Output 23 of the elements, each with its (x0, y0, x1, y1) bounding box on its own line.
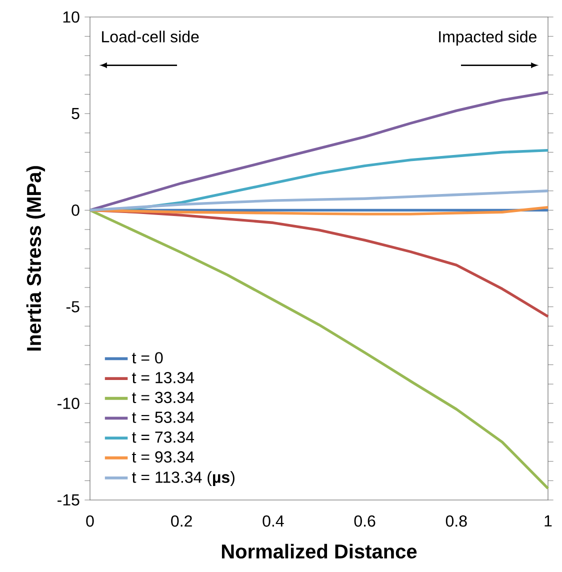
y-tick-label: 10 (63, 11, 80, 23)
legend-label: t = 113.34 (µs) (132, 471, 234, 486)
y-axis-title: Inertia Stress (MPa) (26, 166, 45, 351)
x-tick-label: 0.6 (354, 515, 376, 527)
y-tick-label: 0 (72, 204, 80, 216)
y-tick-label: -15 (58, 494, 80, 506)
x-tick-label: 0.4 (262, 515, 284, 527)
annotation: Load-cell side (102, 30, 199, 42)
annotation: Impacted side (439, 30, 536, 46)
x-tick-label: 0 (86, 515, 94, 527)
legend-label: t = 93.34 (132, 451, 194, 463)
legend-label: t = 53.34 (132, 412, 194, 423)
y-tick-label: -5 (66, 301, 80, 312)
x-axis-title: Normalized Distance (222, 544, 417, 559)
legend-label: t = 73.34 (132, 431, 194, 443)
legend-label: t = 0 (132, 352, 163, 364)
legend-label: t = 33.34 (132, 392, 194, 404)
legend-label: t = 13.34 (132, 372, 194, 384)
x-tick-label: 0.8 (446, 515, 467, 527)
y-tick-label: -10 (58, 398, 80, 410)
x-tick-label: 1 (544, 515, 552, 526)
y-tick-label: 5 (72, 108, 80, 120)
x-tick-label: 0.2 (171, 515, 192, 527)
